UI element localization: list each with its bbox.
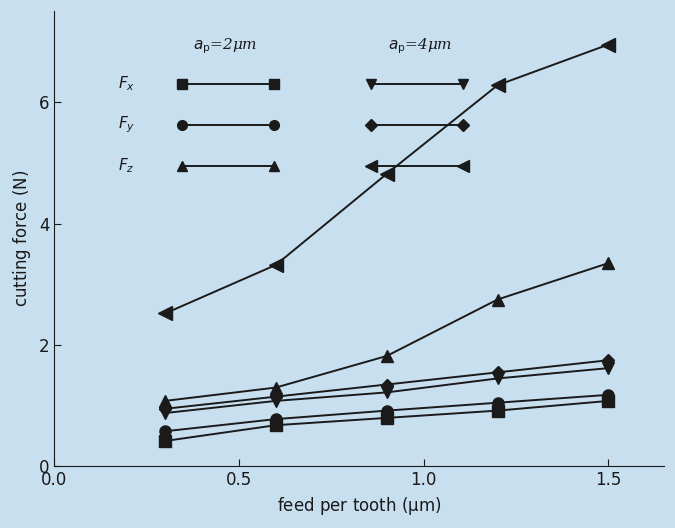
Text: $F_y$: $F_y$ xyxy=(118,115,136,135)
X-axis label: feed per tooth $\left(\mathregular{\mu m}\right)$: feed per tooth $\left(\mathregular{\mu m… xyxy=(277,495,441,517)
Text: $a_{\mathrm{p}}$=2μm: $a_{\mathrm{p}}$=2μm xyxy=(192,36,257,56)
Text: $a_{\mathrm{p}}$=4μm: $a_{\mathrm{p}}$=4μm xyxy=(388,36,452,56)
Y-axis label: cutting force $\left(\mathregular{N}\right)$: cutting force $\left(\mathregular{N}\rig… xyxy=(11,170,33,307)
Text: $F_z$: $F_z$ xyxy=(118,157,135,175)
Text: $F_x$: $F_x$ xyxy=(118,74,135,93)
